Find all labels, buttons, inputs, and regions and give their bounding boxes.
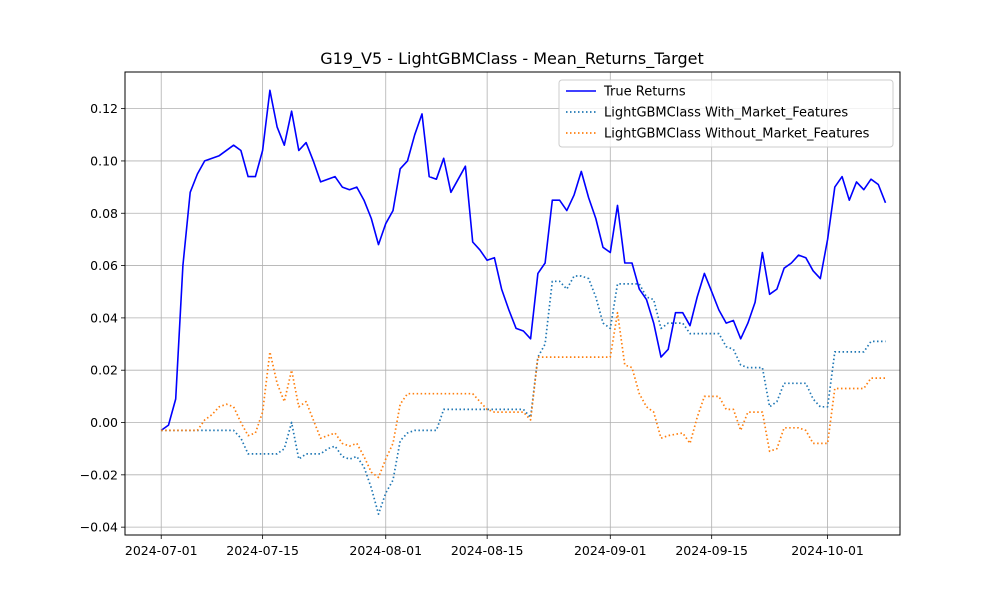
y-tick-label: 0.10: [90, 153, 118, 168]
y-tick-label: 0.08: [90, 206, 118, 221]
x-tick-label: 2024-08-15: [451, 543, 524, 558]
legend-label-1: True Returns: [603, 85, 686, 100]
y-tick-label: 0.00: [90, 415, 118, 430]
legend: True Returns LightGBMClass With_Market_Fe…: [558, 79, 894, 148]
legend-box: [558, 79, 894, 148]
y-tick-label: −0.02: [80, 467, 118, 482]
x-tick-label: 2024-08-01: [349, 543, 422, 558]
plot-area-frame: [124, 71, 901, 536]
x-tick-label: 2024-09-15: [675, 543, 748, 558]
x-tick-label: 2024-07-01: [125, 543, 198, 558]
series-line-1: [160, 89, 887, 432]
x-tick-label: 2024-10-01: [791, 543, 864, 558]
series-line-3: [161, 311, 886, 479]
y-axis: −0.04 −0.02 0.00 0.02 0.04 0.06 0.08 0.10 0.12: [80, 101, 125, 535]
legend-label-3: LightGBMClass Without_Market_Features: [604, 127, 870, 142]
y-tick-label: −0.04: [80, 520, 118, 535]
x-axis: 2024-07-01 2024-07-15 2024-08-01 2024-08-15…: [125, 535, 864, 558]
legend-label-2: LightGBMClass With_Market_Features: [604, 106, 848, 121]
grid-lines: [125, 72, 900, 535]
y-tick-label: 0.06: [90, 258, 118, 273]
y-tick-label: 0.12: [90, 101, 118, 116]
y-tick-label: 0.02: [90, 363, 118, 378]
y-tick-label: 0.04: [90, 310, 118, 325]
chart-title: G19_V5 - LightGBMClass - Mean_Returns_Ta…: [320, 49, 704, 69]
x-tick-label: 2024-07-15: [226, 543, 299, 558]
x-tick-label: 2024-09-01: [574, 543, 647, 558]
series-layer: [160, 89, 887, 515]
series-line-2: [161, 275, 886, 515]
